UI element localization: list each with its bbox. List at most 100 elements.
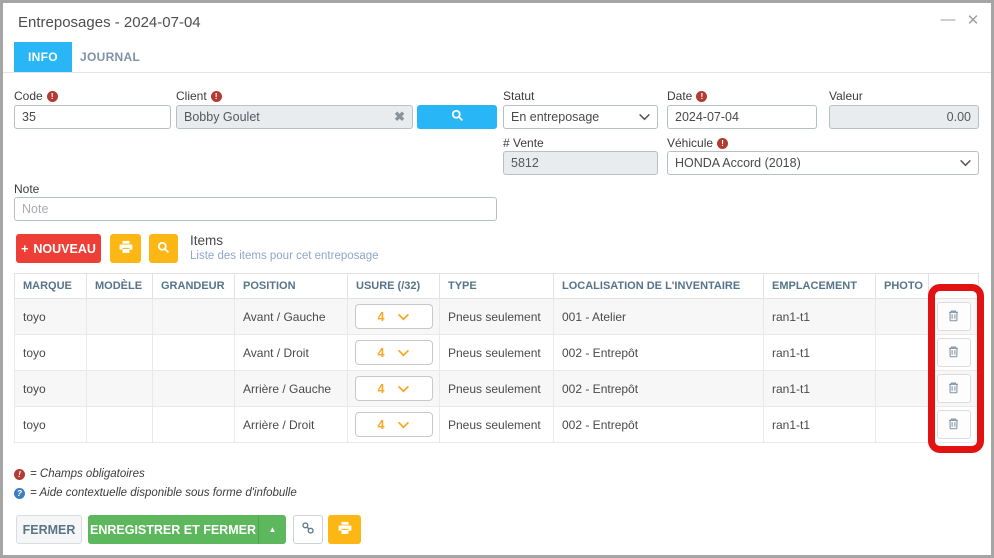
plus-icon: +	[21, 241, 29, 256]
tab-journal[interactable]: JOURNAL	[80, 50, 141, 64]
col-marque: MARQUE	[14, 273, 87, 299]
cell-marque: toyo	[14, 298, 87, 335]
cell-actions	[928, 334, 979, 371]
link-button[interactable]	[293, 515, 323, 544]
cell-grandeur	[152, 334, 235, 371]
caret-up-icon: ▲	[268, 525, 277, 534]
required-icon: !	[696, 90, 708, 102]
cell-localisation: 002 - Entrepôt	[553, 334, 764, 371]
cell-position: Arrière / Droit	[234, 406, 348, 443]
vehicule-label: Véhicule!	[667, 136, 729, 150]
cell-emplacement: ran1-t1	[763, 334, 876, 371]
col-grandeur: GRANDEUR	[152, 273, 235, 299]
table-header-row: MARQUE MODÈLE GRANDEUR POSITION USURE (/…	[14, 273, 979, 299]
chevron-down-icon	[398, 382, 410, 396]
legend-help: ? = Aide contextuelle disponible sous fo…	[14, 487, 297, 499]
client-field: Bobby Goulet ✖	[176, 105, 413, 129]
items-title: Items	[190, 233, 224, 248]
cell-localisation: 002 - Entrepôt	[553, 370, 764, 407]
table-row: toyo Arrière / Gauche 4 Pneus seulement 002 …	[14, 370, 979, 407]
usure-select[interactable]: 4	[354, 304, 433, 329]
col-usure: USURE (/32)	[347, 273, 440, 299]
cell-marque: toyo	[14, 406, 87, 443]
col-modele: MODÈLE	[86, 273, 153, 299]
tab-info[interactable]: INFO	[14, 42, 72, 72]
date-field[interactable]: 2024-07-04	[667, 105, 817, 129]
enregistrer-button[interactable]: ENREGISTRER ET FERMER	[88, 515, 258, 544]
cell-emplacement: ran1-t1	[763, 370, 876, 407]
cell-photo	[875, 406, 929, 443]
cell-usure: 4	[347, 334, 440, 371]
cell-grandeur	[152, 298, 235, 335]
dialog-title: Entreposages - 2024-07-04	[18, 14, 201, 31]
minimize-icon[interactable]: —	[940, 11, 956, 28]
cell-modele	[86, 334, 153, 371]
chevron-down-icon	[398, 346, 410, 360]
required-icon: !	[717, 137, 729, 149]
save-split-button: ENREGISTRER ET FERMER ▲	[88, 515, 286, 544]
valeur-field: 0.00	[829, 105, 979, 129]
statut-select[interactable]: En entreposage	[503, 105, 658, 129]
cell-actions	[928, 298, 979, 335]
chevron-down-icon	[960, 156, 971, 170]
printer-icon	[119, 240, 133, 257]
vehicule-select[interactable]: HONDA Accord (2018)	[667, 151, 979, 175]
table-row: toyo Arrière / Droit 4 Pneus seulement 002 -…	[14, 406, 979, 443]
cell-usure: 4	[347, 406, 440, 443]
cell-position: Arrière / Gauche	[234, 370, 348, 407]
cell-type: Pneus seulement	[439, 370, 554, 407]
cell-photo	[875, 298, 929, 335]
nouveau-button[interactable]: + NOUVEAU	[16, 234, 101, 263]
required-icon: !	[210, 90, 222, 102]
cell-modele	[86, 298, 153, 335]
printer-icon	[338, 521, 352, 538]
fermer-button[interactable]: FERMER	[16, 515, 82, 544]
col-localisation: LOCALISATION DE L'INVENTAIRE	[553, 273, 764, 299]
trash-icon	[947, 417, 960, 433]
tabbar-divider	[3, 72, 991, 73]
trash-icon	[947, 345, 960, 361]
close-icon[interactable]: ✕	[966, 12, 980, 29]
cell-modele	[86, 406, 153, 443]
client-search-button[interactable]	[417, 105, 497, 129]
cell-grandeur	[152, 370, 235, 407]
save-options-button[interactable]: ▲	[259, 515, 286, 544]
items-table: MARQUE MODÈLE GRANDEUR POSITION USURE (/…	[14, 273, 979, 443]
delete-item-button[interactable]	[936, 338, 971, 367]
print-button[interactable]	[328, 515, 361, 544]
items-subtitle: Liste des items pour cet entreposage	[190, 250, 379, 262]
code-field[interactable]: 35	[14, 105, 171, 129]
cell-modele	[86, 370, 153, 407]
delete-item-button[interactable]	[936, 302, 971, 331]
cell-position: Avant / Gauche	[234, 298, 348, 335]
table-row: toyo Avant / Gauche 4 Pneus seulement 001 - …	[14, 298, 979, 335]
cell-type: Pneus seulement	[439, 406, 554, 443]
trash-icon	[947, 309, 960, 325]
cell-marque: toyo	[14, 334, 87, 371]
note-input[interactable]	[14, 197, 497, 221]
chevron-down-icon	[639, 110, 650, 124]
delete-item-button[interactable]	[936, 374, 971, 403]
cell-actions	[928, 370, 979, 407]
search-items-button[interactable]	[149, 234, 178, 263]
chevron-down-icon	[398, 418, 410, 432]
vente-field: 5812	[503, 151, 658, 175]
usure-select[interactable]: 4	[354, 376, 433, 401]
col-position: POSITION	[234, 273, 348, 299]
required-icon: !	[46, 90, 58, 102]
col-photo: PHOTO	[875, 273, 929, 299]
clear-client-icon[interactable]: ✖	[394, 109, 405, 124]
cell-emplacement: ran1-t1	[763, 406, 876, 443]
search-icon	[157, 241, 170, 257]
cell-usure: 4	[347, 370, 440, 407]
client-label: Client!	[176, 89, 222, 103]
col-type: TYPE	[439, 273, 554, 299]
cell-type: Pneus seulement	[439, 334, 554, 371]
usure-select[interactable]: 4	[354, 412, 433, 437]
delete-item-button[interactable]	[936, 410, 971, 439]
print-items-button[interactable]	[110, 234, 141, 263]
cell-emplacement: ran1-t1	[763, 298, 876, 335]
trash-icon	[947, 381, 960, 397]
usure-select[interactable]: 4	[354, 340, 433, 365]
